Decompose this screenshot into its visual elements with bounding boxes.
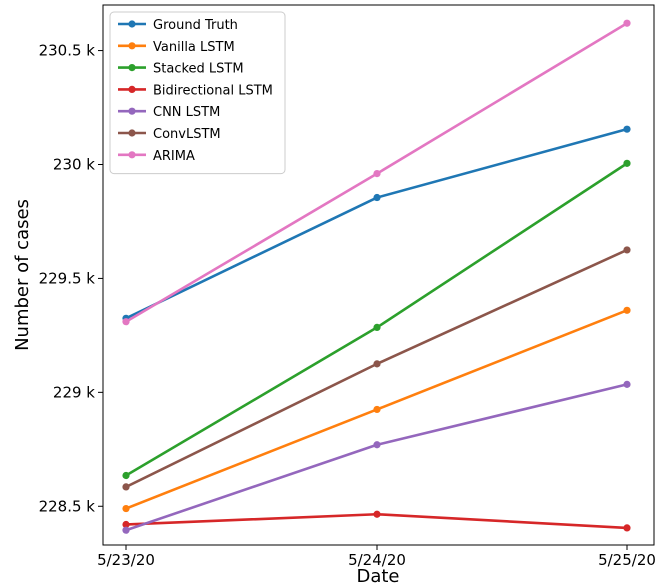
data-point xyxy=(373,510,381,518)
data-point xyxy=(373,405,381,414)
series-line xyxy=(125,248,628,489)
legend-label: CNN LSTM xyxy=(153,105,220,120)
legend-swatch-marker xyxy=(128,85,136,93)
x-tick-label: 5/24/20 xyxy=(348,551,406,569)
x-tick-label: 5/23/20 xyxy=(97,551,155,569)
data-point xyxy=(122,318,130,326)
data-point xyxy=(122,504,130,513)
data-point xyxy=(122,471,130,480)
data-point xyxy=(373,170,381,178)
legend-label: Ground Truth xyxy=(153,18,238,33)
data-point xyxy=(623,19,631,27)
series-layer xyxy=(122,19,631,534)
legend-label: Stacked LSTM xyxy=(153,62,244,77)
y-tick-label: 229 k xyxy=(53,383,95,401)
data-point xyxy=(122,526,130,534)
x-axis-ticks: 5/23/20 5/24/20 5/25/20 xyxy=(97,545,656,569)
data-point xyxy=(623,380,631,388)
data-point xyxy=(373,360,381,368)
x-axis-title: Date xyxy=(356,566,399,587)
data-point xyxy=(373,323,381,332)
data-point xyxy=(623,246,631,254)
legend-swatch-marker xyxy=(128,151,136,159)
legend-label: Bidirectional LSTM xyxy=(153,83,273,98)
legend-label: Vanilla LSTM xyxy=(153,40,235,55)
series-line xyxy=(125,162,628,477)
y-tick-label: 230 k xyxy=(53,155,95,173)
data-point xyxy=(623,306,631,314)
data-point xyxy=(122,520,130,529)
data-point xyxy=(373,441,381,449)
data-point xyxy=(122,483,130,491)
x-tick-label: 5/25/20 xyxy=(598,551,656,569)
y-tick-label: 228.5 k xyxy=(39,497,96,515)
legend-box xyxy=(109,11,286,175)
data-point xyxy=(623,524,631,532)
legend-swatch-marker xyxy=(128,20,136,28)
data-point xyxy=(623,159,631,167)
legend-swatch-marker xyxy=(128,107,136,115)
y-tick-label: 230.5 k xyxy=(39,42,96,60)
legend-swatch-marker xyxy=(128,42,136,50)
plot-frame xyxy=(102,4,655,546)
y-tick-label: 229.5 k xyxy=(39,269,96,287)
legend-swatch-marker xyxy=(128,64,136,72)
data-point xyxy=(623,125,631,133)
legend: Ground Truth Vanilla LSTM Stacked LSTM Bidi… xyxy=(109,11,286,175)
data-point xyxy=(373,193,381,202)
legend-label: ARIMA xyxy=(153,149,195,164)
legend-label: ConvLSTM xyxy=(153,127,221,142)
legend-swatch-marker xyxy=(128,129,136,137)
y-axis-ticks: 228.5 k 229 k 229.5 k 230 k 230.5 k xyxy=(39,42,103,515)
y-axis-title: Number of cases xyxy=(12,199,33,351)
